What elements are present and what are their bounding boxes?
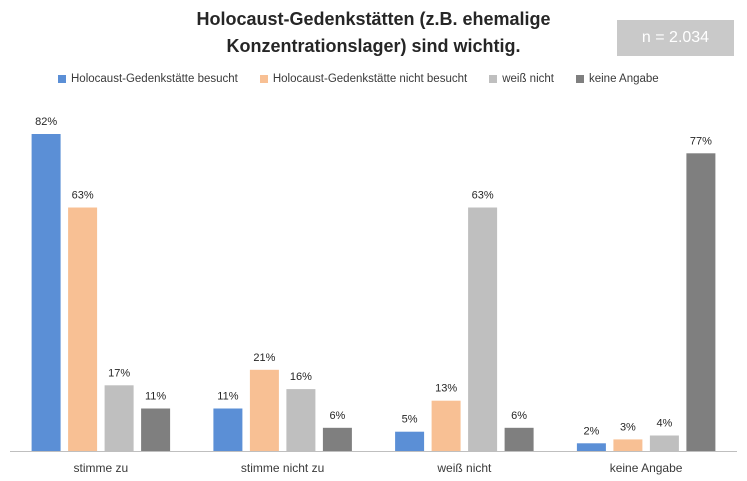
data-label-stimme-nicht-zu-series-2: 21% xyxy=(253,352,275,364)
legend-item-besucht: Holocaust-Gedenkstätte besucht xyxy=(58,73,238,85)
bar-weiss-nicht-series-4 xyxy=(504,427,534,451)
data-label-keine-angabe-series-4: 77% xyxy=(690,135,712,147)
x-tick-label-stimme-nicht-zu: stimme nicht zu xyxy=(241,461,324,475)
data-label-stimme-nicht-zu-series-1: 11% xyxy=(217,391,238,403)
data-label-stimme-zu-series-4: 11% xyxy=(145,391,166,403)
bar-keine-angabe-series-4 xyxy=(686,153,716,452)
legend-swatch-besucht xyxy=(58,75,66,83)
data-label-weiss-nicht-series-4: 6% xyxy=(511,410,527,422)
chart-legend: Holocaust-Gedenkstätte besucht Holocaust… xyxy=(58,71,659,87)
bar-keine-angabe-series-2 xyxy=(613,439,643,451)
legend-label-nicht-besucht: Holocaust-Gedenkstätte nicht besucht xyxy=(272,73,468,85)
data-label-weiss-nicht-series-3: 63% xyxy=(472,190,494,202)
data-label-weiss-nicht-series-1: 5% xyxy=(402,414,418,426)
legend-label-weiss-nicht: weiß nicht xyxy=(502,73,554,85)
data-label-weiss-nicht-series-2: 13% xyxy=(435,383,457,395)
bar-stimme-zu-series-1 xyxy=(31,134,61,451)
x-tick-label-weiss-nicht: weiß nicht xyxy=(436,461,492,475)
bar-keine-angabe-series-3 xyxy=(649,435,679,451)
bar-stimme-nicht-zu-series-3 xyxy=(286,389,316,451)
bar-stimme-zu-series-3 xyxy=(104,385,134,451)
bar-stimme-nicht-zu-series-1 xyxy=(213,408,243,451)
chart-title-line-2: Konzentrationslager) sind wichtig. xyxy=(226,36,521,56)
legend-swatch-keine-angabe xyxy=(575,75,584,83)
data-label-keine-angabe-series-2: 3% xyxy=(620,421,636,433)
chart-title-line-1: Holocaust-Gedenkstätten (z.B. ehemalige xyxy=(196,9,551,29)
legend-item-keine-angabe: keine Angabe xyxy=(575,73,659,85)
legend-swatch-nicht-besucht xyxy=(259,75,268,83)
data-label-stimme-zu-series-2: 63% xyxy=(72,190,94,202)
legend-item-weiss-nicht: weiß nicht xyxy=(489,73,554,85)
data-label-stimme-nicht-zu-series-4: 6% xyxy=(329,410,345,422)
bar-stimme-nicht-zu-series-2 xyxy=(249,369,279,451)
legend-label-keine-angabe: keine Angabe xyxy=(588,73,659,85)
data-label-stimme-nicht-zu-series-3: 16% xyxy=(290,371,312,383)
legend-item-nicht-besucht: Holocaust-Gedenkstätte nicht besucht xyxy=(259,73,468,85)
x-tick-label-stimme-zu: stimme zu xyxy=(74,461,129,475)
legend-swatch-weiss-nicht xyxy=(489,75,498,83)
bar-stimme-nicht-zu-series-4 xyxy=(322,427,352,451)
bar-stimme-zu-series-2 xyxy=(68,207,98,451)
data-label-keine-angabe-series-3: 4% xyxy=(656,418,672,430)
bar-keine-angabe-series-1 xyxy=(576,443,606,451)
data-label-stimme-zu-series-1: 82% xyxy=(35,116,57,128)
data-label-keine-angabe-series-1: 2% xyxy=(583,425,599,437)
data-label-stimme-zu-series-3: 17% xyxy=(108,367,130,379)
x-tick-label-keine-angabe: keine Angabe xyxy=(610,461,683,475)
bar-weiss-nicht-series-2 xyxy=(431,400,461,451)
bar-weiss-nicht-series-1 xyxy=(395,431,425,451)
bar-stimme-zu-series-4 xyxy=(141,408,171,451)
sample-size-badge: n = 2.034 xyxy=(617,20,734,56)
legend-label-besucht: Holocaust-Gedenkstätte besucht xyxy=(71,73,238,85)
bar-weiss-nicht-series-3 xyxy=(468,207,498,451)
